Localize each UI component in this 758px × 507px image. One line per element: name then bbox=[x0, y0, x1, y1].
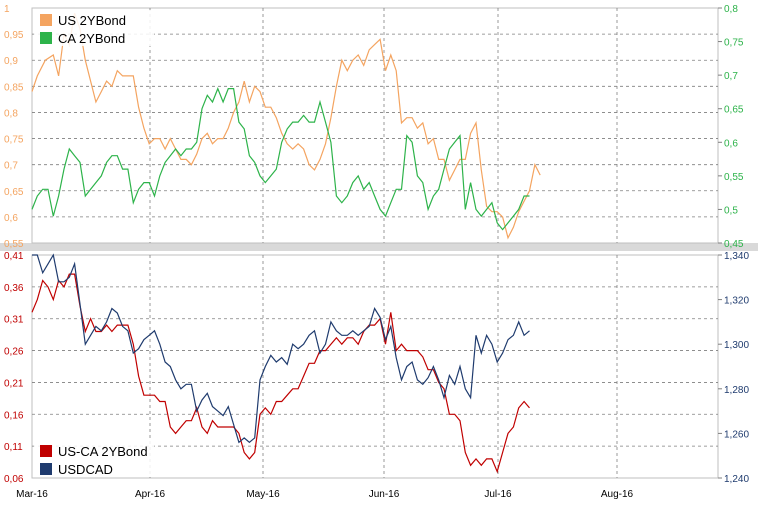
right-tick-label: 0,6 bbox=[724, 138, 738, 149]
right-tick-label: 1,300 bbox=[724, 340, 749, 351]
bottom-panel: 0,06 0,11 0,16 0,21 0,26 0,31 0,36 0,41 1,240 1,2… bbox=[4, 251, 749, 485]
right-tick-label: 1,240 bbox=[724, 474, 749, 485]
x-tick-label: May-16 bbox=[246, 489, 280, 500]
left-tick-label: 0,9 bbox=[4, 56, 18, 67]
right-tick-label: 1,340 bbox=[724, 251, 749, 262]
right-tick-label: 0,5 bbox=[724, 205, 738, 216]
series-line-1 bbox=[31, 13, 541, 240]
left-tick-label: 0,16 bbox=[4, 410, 24, 421]
right-tick-label: 0,8 bbox=[724, 4, 738, 15]
left-tick-label: 1 bbox=[4, 4, 10, 15]
legend-background bbox=[34, 10, 154, 46]
right-tick-label: 0,45 bbox=[724, 239, 744, 250]
left-tick-label: 0,65 bbox=[4, 187, 24, 198]
x-tick-label: Apr-16 bbox=[135, 489, 165, 500]
x-tick-label: Jul-16 bbox=[484, 489, 512, 500]
left-tick-label: 0,85 bbox=[4, 82, 24, 93]
legend-label: US 2YBond bbox=[58, 13, 126, 28]
left-tick-label: 0,21 bbox=[4, 378, 24, 389]
left-tick-label: 0,06 bbox=[4, 474, 24, 485]
legend-label: US-CA 2YBond bbox=[58, 444, 148, 459]
right-tick-label: 1,260 bbox=[724, 429, 749, 440]
right-tick-label: 0,75 bbox=[724, 38, 744, 49]
left-tick-label: 0,26 bbox=[4, 347, 24, 358]
right-tick-label: 1,280 bbox=[724, 385, 749, 396]
left-tick-label: 0,75 bbox=[4, 135, 24, 146]
top-panel: 0,55 0,6 0,65 0,7 0,75 0,8 0,85 0,9 0,95 1 0,45 0,5… bbox=[4, 4, 744, 250]
legend-swatch bbox=[40, 32, 52, 44]
legend-background bbox=[34, 441, 154, 477]
left-tick-label: 0,41 bbox=[4, 251, 24, 262]
panel-separator bbox=[0, 243, 758, 251]
left-tick-label: 0,36 bbox=[4, 283, 24, 294]
right-tick-label: 1,320 bbox=[724, 296, 749, 307]
x-tick-label: Aug-16 bbox=[601, 489, 634, 500]
left-tick-label: 0,11 bbox=[4, 442, 23, 453]
series-line-2 bbox=[31, 86, 530, 231]
right-tick-label: 0,65 bbox=[724, 105, 744, 116]
left-tick-label: 0,6 bbox=[4, 213, 18, 224]
plot-border bbox=[31, 7, 719, 244]
left-tick-label: 0,8 bbox=[4, 108, 18, 119]
left-tick-label: 0,31 bbox=[4, 315, 24, 326]
plot-border bbox=[31, 254, 719, 479]
right-tick-label: 0,55 bbox=[724, 172, 744, 183]
x-tick-label: Jun-16 bbox=[369, 489, 400, 500]
legend-swatch bbox=[40, 14, 52, 26]
right-tick-label: 0,7 bbox=[724, 71, 738, 82]
series-line-1 bbox=[31, 273, 530, 474]
legend-swatch bbox=[40, 463, 52, 475]
left-tick-label: 0,7 bbox=[4, 161, 18, 172]
legend-swatch bbox=[40, 445, 52, 457]
left-tick-label: 0,95 bbox=[4, 30, 24, 41]
legend-label: CA 2YBond bbox=[58, 31, 125, 46]
left-tick-label: 0,55 bbox=[4, 239, 24, 250]
series-line-2 bbox=[32, 253, 530, 444]
x-tick-label: Mar-16 bbox=[16, 489, 48, 500]
legend-label: USDCAD bbox=[58, 462, 113, 477]
